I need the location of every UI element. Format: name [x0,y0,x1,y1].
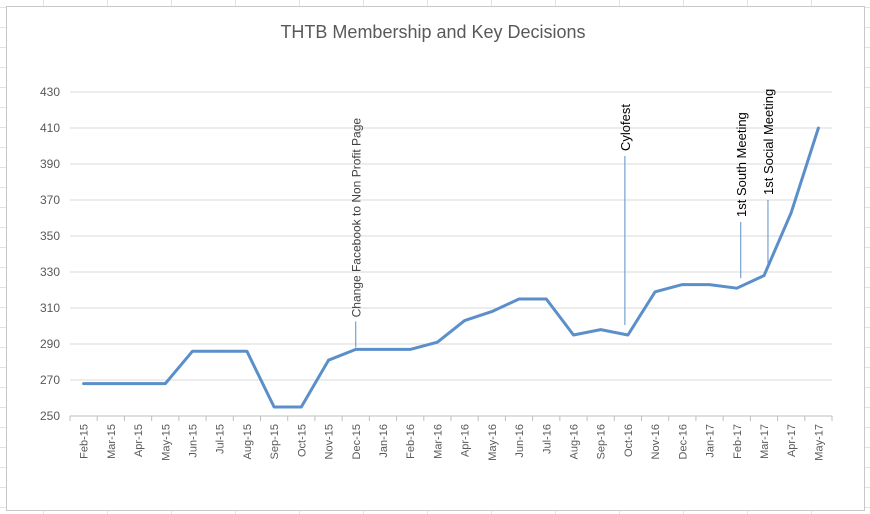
x-axis: Feb-15 Mar-15 Apr-15 May-15 Jun-15 Jul-15 Aug-… [69,416,833,461]
x-tick-label: Jan-17 [705,424,717,458]
annotation-label: Cylofest [618,104,633,151]
data-point [709,284,711,286]
data-point [763,275,765,277]
y-tick-label: 270 [40,373,60,387]
y-tick-label: 410 [40,121,60,135]
data-point [246,350,248,352]
data-point [164,383,166,385]
data-point [572,334,574,336]
y-tick-label: 430 [40,85,60,99]
x-tick-label: Feb-16 [405,424,417,459]
x-tick-label: Feb-17 [732,424,744,459]
x-tick-label: Mar-15 [106,424,118,459]
data-point [110,383,112,385]
x-tick-label: Apr-15 [133,424,145,457]
y-axis: 250 270 290 310 330 350 370 390 410 430 [40,85,60,423]
x-tick-label: Oct-15 [296,424,308,457]
x-tick-label: Apr-17 [786,424,798,457]
data-point [790,212,792,214]
x-tick-label: Aug-16 [568,424,580,459]
data-point [600,329,602,331]
x-tick-label: Jul-16 [541,424,553,454]
x-tick-label: Sep-15 [269,424,281,459]
x-tick-label: Jul-15 [215,424,227,454]
x-tick-label: Apr-16 [460,424,472,457]
data-point [137,383,139,385]
data-point [654,291,656,293]
data-point [491,311,493,313]
data-point [681,284,683,286]
x-tick-label: Dec-16 [677,424,689,459]
data-point [464,320,466,322]
y-tick-label: 310 [40,301,60,315]
data-point [191,350,193,352]
data-point [409,348,411,350]
x-tick-label: May-17 [813,424,825,461]
y-tick-label: 390 [40,157,60,171]
data-point [627,334,629,336]
x-tick-label: Feb-15 [79,424,91,459]
y-tick-label: 250 [40,409,60,423]
gridlines [70,91,832,417]
x-tick-label: Jun-16 [514,424,526,458]
x-tick-label: Mar-17 [759,424,771,459]
y-tick-label: 350 [40,229,60,243]
x-tick-label: May-15 [160,424,172,461]
x-tick-label: Nov-16 [650,424,662,459]
annotations: Change Facebook to Non Profit Page Cylofe… [350,89,776,348]
series-line [82,126,820,409]
series-group [82,126,820,409]
annotation-label: Change Facebook to Non Profit Page [350,118,364,318]
data-point [545,298,547,300]
data-point [518,298,520,300]
data-point [219,350,221,352]
x-tick-label: May-16 [487,424,499,461]
x-tick-label: Sep-16 [596,424,608,459]
data-point [436,341,438,343]
x-tick-label: Jan-16 [378,424,390,458]
x-tick-label: Aug-15 [242,424,254,459]
chart-title: THTB Membership and Key Decisions [280,22,585,42]
data-point [355,348,357,350]
y-tick-label: 370 [40,193,60,207]
chart-area[interactable] [6,6,865,511]
data-point [736,287,738,289]
x-tick-label: Nov-15 [324,424,336,459]
y-tick-label: 330 [40,265,60,279]
data-point [382,348,384,350]
data-point [83,383,85,385]
annotation-label: 1st South Meeting [734,112,749,217]
x-tick-label: Dec-15 [351,424,363,459]
x-tick-label: Oct-16 [623,424,635,457]
x-tick-label: Mar-16 [432,424,444,459]
x-tick-label: Jun-15 [187,424,199,458]
y-tick-label: 290 [40,337,60,351]
data-point [273,406,275,408]
data-point [328,359,330,361]
annotation-label: 1st Social Meeting [761,89,776,195]
data-point [817,127,819,129]
data-point [300,406,302,408]
